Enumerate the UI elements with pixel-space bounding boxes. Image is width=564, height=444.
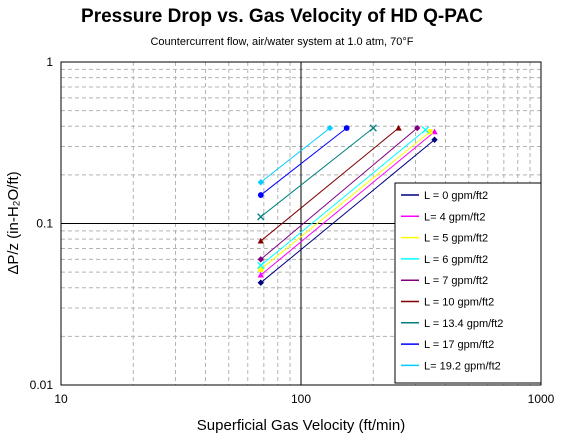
series-l-7-gpm-ft2	[257, 124, 421, 263]
x-tick-label: 10	[54, 392, 68, 406]
series-line	[260, 127, 399, 242]
legend-label: L= 19.2 gpm/ft2	[424, 360, 501, 372]
series-line	[260, 127, 331, 183]
x-tick-label: 1000	[528, 392, 555, 406]
legend-item: L= 19.2 gpm/ft2	[401, 360, 501, 372]
x-tick-label: 100	[291, 392, 311, 406]
series-line	[260, 139, 435, 284]
triangle-marker	[395, 124, 402, 131]
series-line	[260, 131, 431, 270]
x-marker-stroke	[257, 213, 265, 221]
triangle-marker	[257, 237, 265, 244]
legend-item: L= 4 gpm/ft2	[401, 211, 485, 223]
triangle-marker	[257, 271, 265, 278]
series-l-5-gpm-ft2	[258, 129, 433, 272]
series-layer	[257, 124, 438, 286]
legend-box	[394, 182, 542, 384]
diamond-marker	[257, 179, 265, 186]
chart-subtitle: Countercurrent flow, air/water system at…	[150, 36, 414, 48]
legend-label: L= 4 gpm/ft2	[424, 211, 485, 223]
circle-marker	[343, 125, 350, 131]
legend-label: L = 7 gpm/ft2	[424, 275, 488, 287]
x-marker-stroke	[369, 124, 377, 132]
diamond-marker	[257, 279, 265, 286]
chart-title: Pressure Drop vs. Gas Velocity of HD Q-P…	[81, 6, 483, 27]
series-line	[260, 131, 435, 276]
legend: L = 0 gpm/ft2 L= 4 gpm/ft2 L = 5 gpm/ft2 L …	[394, 182, 542, 384]
legend-item: L = 10 gpm/ft2	[401, 297, 494, 309]
tick-labels: 10 100 1000 0.01 0.1 1	[30, 55, 555, 406]
diamond-marker	[257, 256, 265, 263]
legend-item: L = 17 gpm/ft2	[401, 339, 494, 351]
legend-label: L = 17 gpm/ft2	[424, 339, 494, 351]
series-l-6-gpm-ft2	[257, 126, 430, 270]
series-l-17-gpm-ft2	[257, 125, 350, 198]
circle-marker	[257, 192, 264, 198]
diamond-marker	[326, 124, 334, 132]
y-axis-title: ΔP/z (in-H₂O/ft)	[5, 171, 22, 274]
series-l-10-gpm-ft2	[257, 124, 402, 244]
diamond-marker	[414, 124, 421, 132]
x-axis-title: Superficial Gas Velocity (ft/min)	[197, 417, 405, 434]
series-line	[260, 127, 374, 218]
series-line	[260, 127, 347, 196]
series-line	[260, 129, 426, 266]
legend-label: L = 0 gpm/ft2	[424, 190, 488, 202]
square-marker	[427, 129, 433, 135]
legend-label: L = 13.4 gpm/ft2	[424, 318, 503, 330]
y-tick-label: 0.1	[36, 217, 53, 231]
square-marker	[258, 266, 264, 272]
y-tick-label: 0.01	[30, 378, 54, 392]
y-tick-label: 1	[46, 55, 53, 69]
series-l-13-4-gpm-ft2	[257, 124, 377, 221]
legend-item: L = 7 gpm/ft2	[401, 275, 488, 287]
legend-label: L = 10 gpm/ft2	[424, 297, 494, 309]
series-l-4-gpm-ft2	[257, 128, 438, 278]
x-marker-stroke	[257, 261, 265, 270]
x-marker-stroke	[421, 126, 430, 134]
legend-item: L = 5 gpm/ft2	[401, 233, 488, 245]
series-l-0-gpm-ft2	[257, 136, 438, 286]
series-line	[260, 127, 418, 260]
legend-item: L = 13.4 gpm/ft2	[401, 318, 503, 330]
legend-label: L = 6 gpm/ft2	[424, 254, 488, 266]
series-l-19-2-gpm-ft2	[257, 124, 334, 186]
legend-item: L = 0 gpm/ft2	[401, 190, 488, 202]
triangle-marker	[431, 128, 438, 135]
diamond-marker	[431, 136, 438, 143]
legend-item: L = 6 gpm/ft2	[401, 254, 488, 266]
legend-label: L = 5 gpm/ft2	[424, 233, 488, 245]
